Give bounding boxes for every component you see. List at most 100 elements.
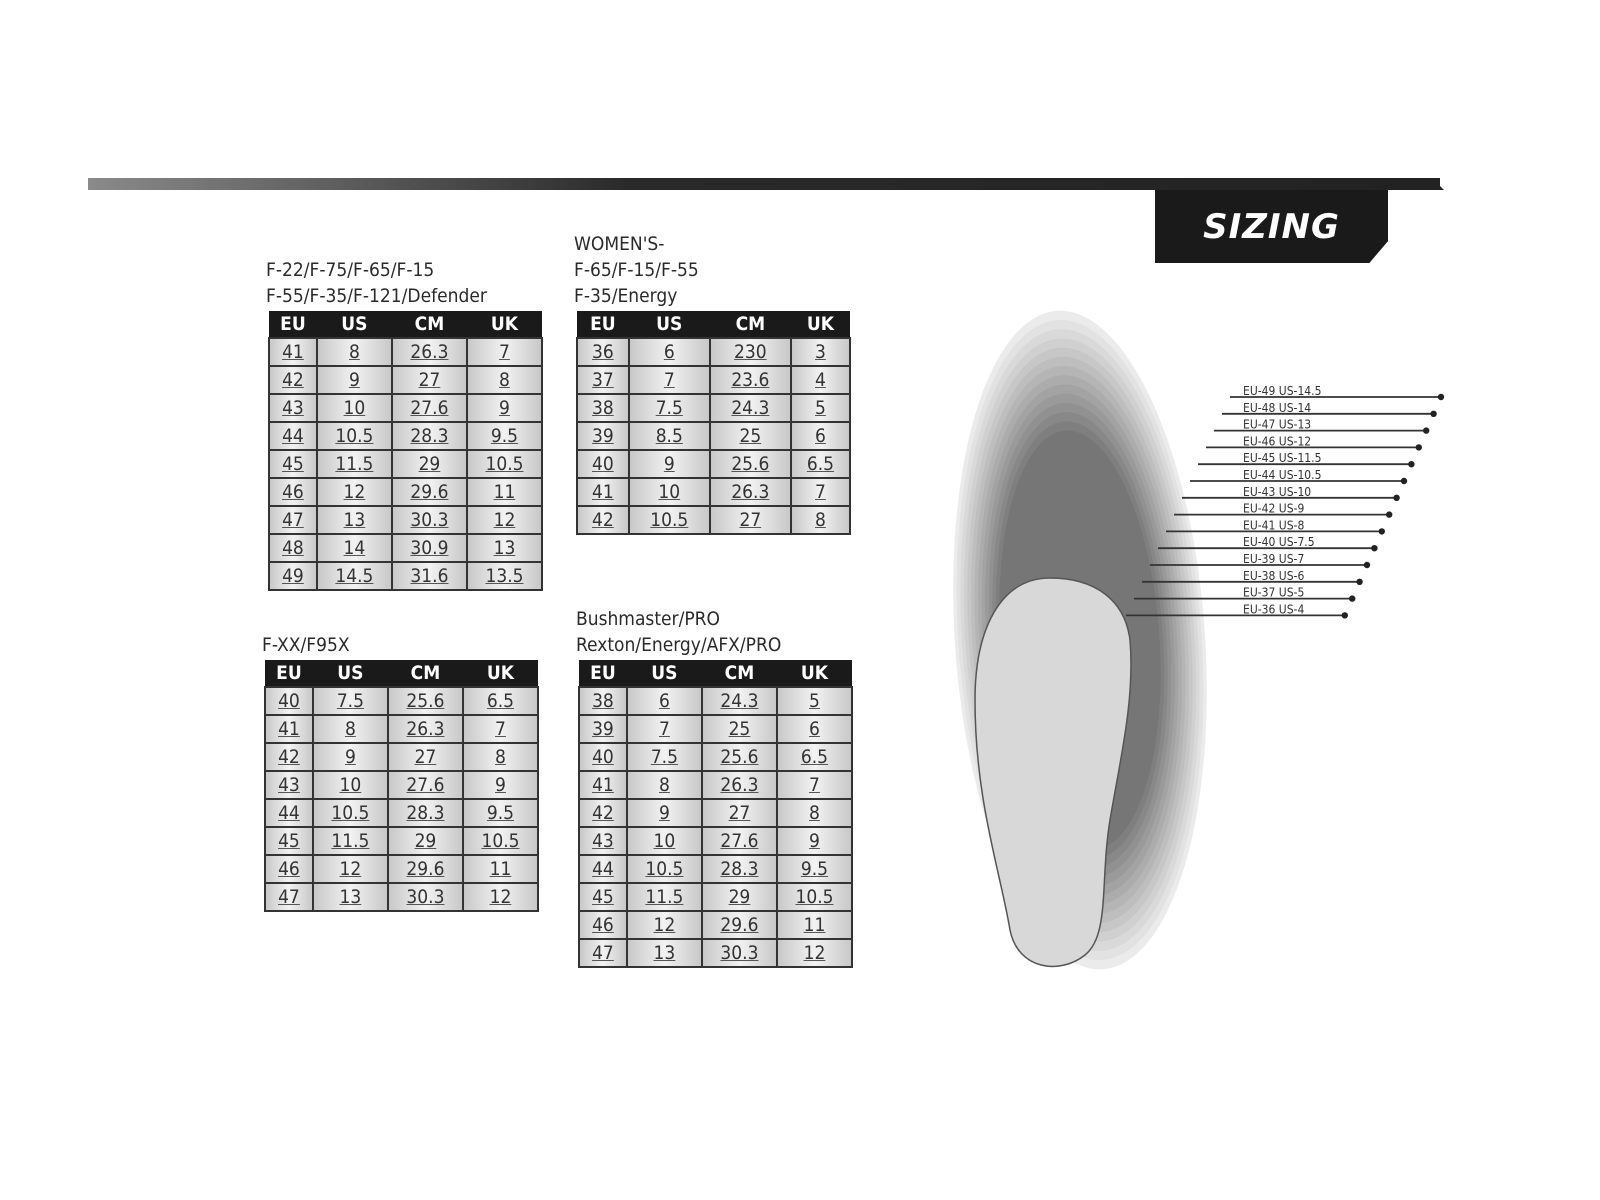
table-cell: 27 — [708, 505, 792, 535]
table-cell: 7 — [775, 770, 854, 800]
table-cell: 9 — [465, 393, 544, 423]
foot-size-label: EU-49 US-14.5 — [1243, 384, 1321, 398]
table-cell: 36 — [576, 337, 630, 367]
table-cell: 12 — [311, 854, 389, 884]
table-cell: 44 — [264, 798, 314, 828]
column-header: UK — [462, 660, 538, 687]
sizing-badge: SIZING — [1155, 190, 1388, 263]
table-cell: 3 — [789, 337, 852, 367]
table-cell: 13 — [465, 533, 544, 563]
table-cell: 37 — [576, 365, 630, 395]
table-cell: 25 — [708, 421, 792, 451]
table-cell: 41 — [264, 714, 314, 744]
table-cell: 6 — [627, 337, 711, 367]
table-cell: 14.5 — [315, 561, 393, 591]
table-cell: 9 — [625, 798, 703, 828]
table-title: Bushmaster/PRO Rexton/Energy/AFX/PRO — [576, 606, 781, 658]
table-cell: 45 — [264, 826, 314, 856]
table-cell: 28.3 — [386, 798, 464, 828]
column-header: EU — [269, 311, 317, 338]
table-cell: 12 — [465, 505, 544, 535]
table-cell: 8 — [775, 798, 854, 828]
table-cell: 12 — [625, 910, 703, 940]
table-cell: 9 — [315, 365, 393, 395]
table-cell: 10 — [315, 393, 393, 423]
header-row: EU US CM UK — [577, 311, 850, 338]
table-row: 40 9 25.6 6.5 — [576, 449, 852, 479]
table-row: 41 10 26.3 7 — [576, 477, 852, 507]
table-cell: 6 — [625, 686, 703, 716]
table-cell: 11.5 — [315, 449, 393, 479]
table-cell: 27.6 — [390, 393, 468, 423]
table-cell: 13.5 — [465, 561, 544, 591]
table-cell: 47 — [268, 505, 318, 535]
leader-dot-icon — [1415, 444, 1423, 451]
table-cell: 8 — [461, 742, 540, 772]
table-row: 39 8.5 25 6 — [576, 421, 852, 451]
table-cell: 13 — [311, 882, 389, 912]
table-cell: 10.5 — [461, 826, 540, 856]
table-row: 39 7 25 6 — [578, 714, 854, 744]
column-header: US — [312, 660, 388, 687]
table-cell: 11 — [461, 854, 540, 884]
table-cell: 12 — [775, 938, 854, 968]
insole-shape — [974, 577, 1132, 968]
table-row: 38 6 24.3 5 — [578, 686, 854, 716]
table-title-line: Bushmaster/PRO — [576, 608, 720, 630]
table-cell: 26.3 — [386, 714, 464, 744]
table-title: F-22/F-75/F-65/F-15 F-55/F-35/F-121/Defen… — [266, 257, 487, 309]
leader-dot-icon — [1408, 461, 1415, 468]
table-title-line: F-35/Energy — [574, 285, 678, 307]
table-title-line: F-22/F-75/F-65/F-15 — [266, 259, 435, 281]
table-cell: 43 — [268, 393, 318, 423]
table-cell: 49 — [268, 561, 318, 591]
table-row: 49 14.5 31.6 13.5 — [268, 561, 544, 591]
table-cell: 10 — [311, 770, 389, 800]
table-cell: 27.6 — [386, 770, 464, 800]
table-row: 36 6 230 3 — [576, 337, 852, 367]
table-cell: 10.5 — [775, 882, 854, 912]
table-cell: 45 — [268, 449, 318, 479]
leader-dot-icon — [1356, 578, 1363, 585]
table-row: 47 13 30.3 12 — [578, 938, 854, 968]
foot-size-label: EU-41 US-8 — [1243, 518, 1304, 532]
table-cell: 6.5 — [789, 449, 852, 479]
table-cell: 11 — [465, 477, 544, 507]
table-cell: 10 — [627, 477, 711, 507]
table-cell: 30.9 — [390, 533, 468, 563]
table-cell: 10 — [625, 826, 703, 856]
table-cell: 24.3 — [700, 686, 778, 716]
foot-size-label: EU-46 US-12 — [1243, 434, 1311, 448]
table-cell: 26.3 — [700, 770, 778, 800]
table-row: 44 10.5 28.3 9.5 — [264, 798, 540, 828]
header-row: EU US CM UK — [579, 660, 852, 687]
table-cell: 8.5 — [627, 421, 711, 451]
table-row: 45 11.5 29 10.5 — [578, 882, 854, 912]
table-cell: 29 — [390, 449, 468, 479]
table-row: 38 7.5 24.3 5 — [576, 393, 852, 423]
table-cell: 8 — [625, 770, 703, 800]
table-cell: 42 — [576, 505, 630, 535]
foot-size-label: EU-45 US-11.5 — [1243, 451, 1321, 465]
column-header: US — [626, 660, 702, 687]
table-title: F-XX/F95X — [262, 632, 350, 658]
size-table: EU US CM UK 40 7.5 25.6 6.5 41 8 26.3 7 42 9 27 8 43 10 27… — [264, 660, 540, 912]
table-cell: 8 — [315, 337, 393, 367]
table-title-line: F-65/F-15/F-55 — [574, 259, 699, 281]
foot-size-label: EU-44 US-10.5 — [1243, 468, 1321, 482]
table-cell: 39 — [578, 714, 628, 744]
table-cell: 11.5 — [311, 826, 389, 856]
table-cell: 42 — [268, 365, 318, 395]
table-row: 42 10.5 27 8 — [576, 505, 852, 535]
table-cell: 6.5 — [461, 686, 540, 716]
table-cell: 9 — [627, 449, 711, 479]
table-cell: 27.6 — [700, 826, 778, 856]
table-cell: 30.3 — [386, 882, 464, 912]
table-cell: 12 — [461, 882, 540, 912]
table-cell: 8 — [311, 714, 389, 744]
table-cell: 6.5 — [775, 742, 854, 772]
table-cell: 7 — [627, 365, 711, 395]
foot-size-label: EU-47 US-13 — [1243, 418, 1311, 432]
table-cell: 38 — [578, 686, 628, 716]
